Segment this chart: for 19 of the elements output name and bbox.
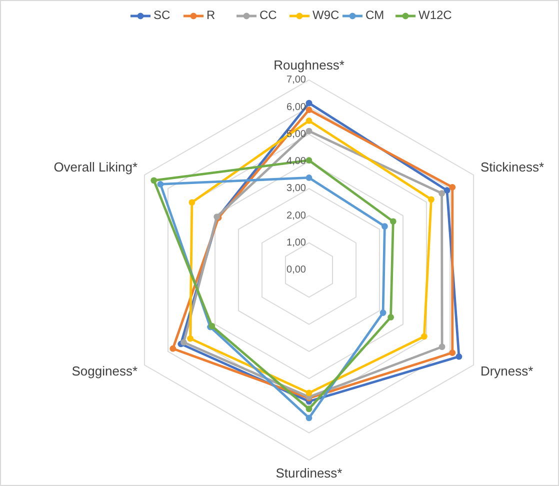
spoke-label: Stickiness* <box>480 159 544 174</box>
spoke-label: Sogginess* <box>72 363 138 378</box>
legend-label: CM <box>366 8 384 22</box>
y-tick-label: 0,00 <box>286 264 306 276</box>
spoke-label: Roughness* <box>274 57 344 72</box>
spoke-label: Sturdiness* <box>276 465 342 480</box>
y-tick-label: 1,00 <box>286 238 306 248</box>
legend-label: R <box>206 8 216 22</box>
y-tick-label: 4,00 <box>286 156 306 168</box>
y-tick-label: 2,00 <box>286 210 306 222</box>
legend-label: SC <box>154 8 171 22</box>
y-tick-label: 7,00 <box>286 74 306 86</box>
spoke-label: Overall Liking* <box>54 159 138 174</box>
y-tick-label: 3,00 <box>286 183 306 194</box>
legend-label: W12C <box>418 8 452 22</box>
legend-label: W9C <box>312 8 340 22</box>
legend-label: CC <box>260 8 278 22</box>
y-tick-label: 6,00 <box>286 102 306 113</box>
spoke-label: Dryness* <box>480 363 534 378</box>
